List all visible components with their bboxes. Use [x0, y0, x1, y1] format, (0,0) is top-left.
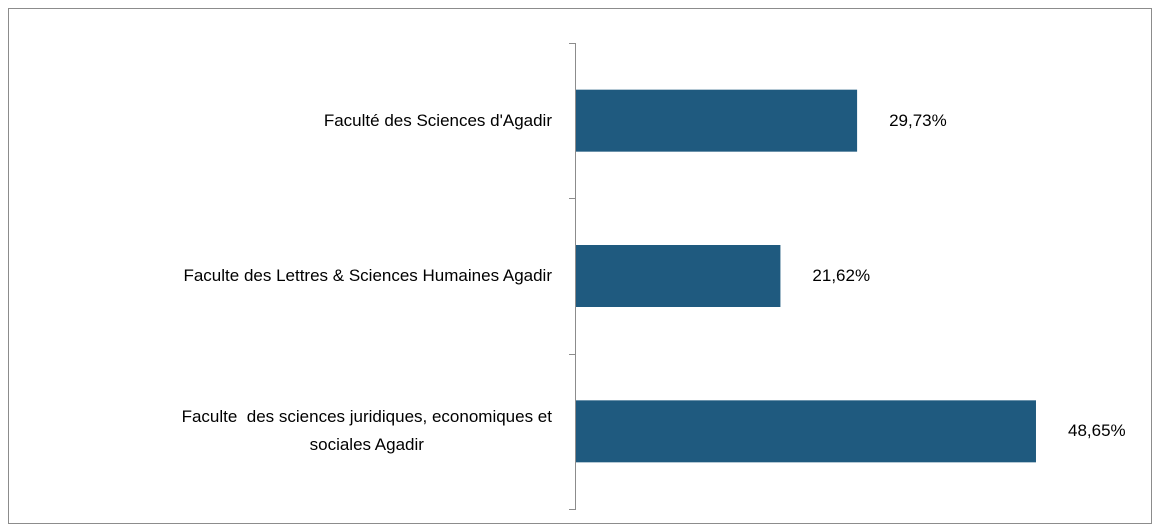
bar: [576, 400, 1036, 463]
value-label: 21,62%: [812, 266, 871, 285]
category-label-text: Faculte des Lettres & Sciences Humaines …: [183, 266, 552, 285]
category-label: Faculté des Sciences d'Agadir: [20, 107, 552, 135]
category-label-text: Faculte des sciences juridiques, economi…: [181, 407, 552, 455]
bar: [576, 245, 781, 307]
category-label: Faculte des Lettres & Sciences Humaines …: [20, 262, 552, 290]
value-label: 48,65%: [1067, 421, 1126, 441]
category-label: Faculte des sciences juridiques, economi…: [20, 403, 552, 459]
bar: [576, 89, 858, 152]
value-label: 29,73%: [889, 110, 947, 130]
category-label-text: Faculté des Sciences d'Agadir: [323, 110, 552, 130]
